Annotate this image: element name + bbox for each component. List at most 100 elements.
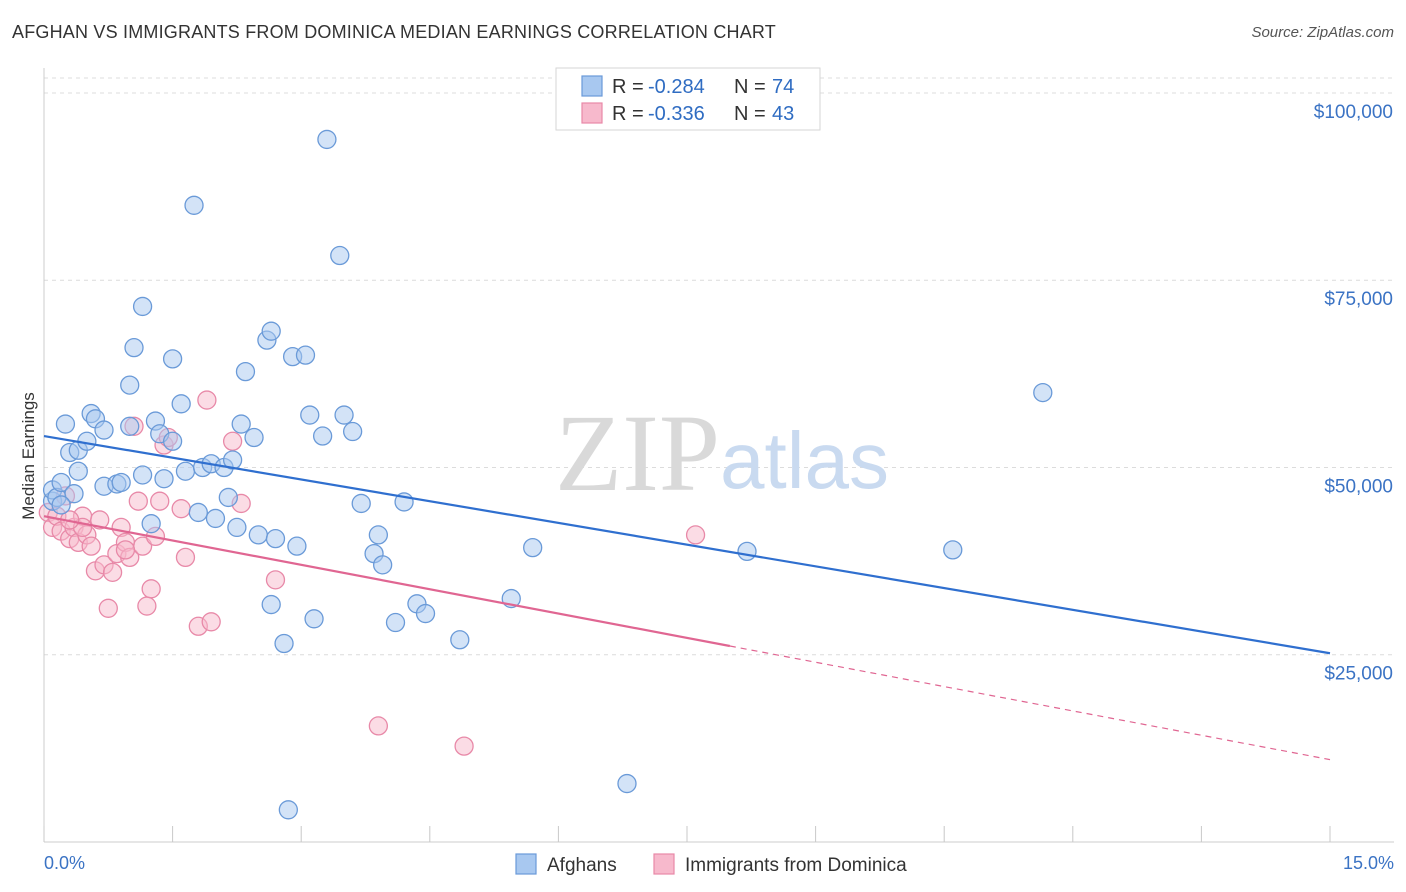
legend-dominica-r-value: -0.336 — [648, 103, 705, 125]
afghans-point-27 — [184, 195, 204, 215]
y-tick-label-1: $50,000 — [1324, 476, 1393, 497]
afghans-point-16 — [124, 337, 144, 358]
x-tick-min-label: 0.0% — [44, 853, 85, 873]
axes-layer — [43, 68, 1394, 843]
dominica-point-34 — [222, 431, 243, 451]
legend-dominica-swatch — [581, 102, 603, 124]
dominica-point-36 — [265, 570, 286, 590]
dominica-point-26 — [150, 491, 170, 511]
series-afghans-points — [42, 129, 1053, 820]
legend-dominica-r-label: R = — [612, 103, 644, 125]
legend-afghans-r-label: R = — [612, 76, 644, 98]
dominica-trend-extension — [729, 645, 1331, 761]
trend-lines — [43, 434, 1331, 761]
bottom-legend-afghans-swatch — [515, 853, 537, 875]
afghans-point-59 — [372, 555, 393, 575]
dominica-point-39 — [685, 525, 706, 545]
afghans-point-31 — [205, 508, 226, 529]
afghans-point-28 — [188, 502, 208, 523]
dominica-point-29 — [171, 499, 191, 519]
afghans-point-6 — [68, 461, 88, 481]
afghans-point-66 — [523, 537, 543, 558]
dominica-point-33 — [201, 612, 221, 632]
y-tick-label-3: $100,000 — [1314, 102, 1393, 123]
afghans-point-44 — [274, 633, 294, 654]
legend-afghans-swatch — [581, 75, 603, 97]
afghans-point-33 — [218, 487, 238, 508]
afghans-point-39 — [248, 525, 268, 545]
afghans-point-37 — [235, 361, 256, 382]
afghans-point-36 — [231, 414, 251, 434]
watermark: ZIP atlas — [555, 392, 889, 514]
chart-source: Source: ZipAtlas.com — [1251, 24, 1394, 41]
afghans-point-14 — [111, 472, 131, 493]
series-dominica-points — [38, 390, 706, 756]
afghans-point-15 — [120, 375, 140, 395]
afghans-point-54 — [334, 405, 354, 425]
afghans-point-73 — [51, 495, 71, 515]
dominica-point-37 — [368, 716, 389, 736]
dominica-point-23 — [137, 596, 157, 616]
afghans-point-67 — [617, 773, 637, 794]
afghans-trend-line — [43, 434, 1331, 655]
dominica-point-32 — [197, 390, 217, 410]
dominica-point-10 — [81, 536, 101, 556]
dominica-point-14 — [98, 598, 118, 618]
afghans-point-24 — [162, 349, 183, 369]
afghans-point-60 — [385, 612, 406, 633]
dominica-point-24 — [141, 579, 161, 599]
afghans-point-64 — [450, 630, 470, 650]
legend-afghans-n-value: 74 — [772, 76, 794, 98]
dominica-point-38 — [454, 736, 474, 756]
afghans-point-56 — [351, 493, 371, 514]
y-tick-label-2: $75,000 — [1324, 289, 1393, 310]
dominica-point-40 — [115, 540, 136, 560]
afghans-point-18 — [132, 465, 153, 485]
afghans-point-58 — [368, 525, 389, 545]
afghans-point-42 — [261, 594, 281, 615]
dominica-point-30 — [175, 547, 196, 568]
afghans-point-11 — [94, 420, 114, 440]
afghans-point-70 — [1033, 382, 1053, 403]
afghans-point-38 — [244, 427, 264, 448]
afghans-point-41 — [261, 321, 281, 341]
afghans-point-19 — [141, 514, 161, 534]
legend-box: R = -0.284 N = 74 R = -0.336 N = 43 — [555, 67, 821, 131]
dominica-point-15 — [102, 562, 123, 583]
afghans-point-50 — [304, 609, 324, 629]
afghans-point-23 — [162, 431, 183, 451]
bottom-legend-dominica-swatch — [653, 853, 675, 875]
watermark-zip: ZIP — [555, 392, 720, 514]
afghans-point-69 — [943, 540, 963, 560]
afghans-point-47 — [287, 536, 307, 556]
dominica-point-21 — [128, 491, 148, 511]
watermark-atlas: atlas — [720, 416, 889, 505]
afghans-point-17 — [132, 296, 153, 317]
afghans-point-43 — [265, 528, 286, 549]
afghans-point-26 — [175, 461, 196, 481]
bottom-legend-afghans-label: Afghans — [547, 855, 617, 876]
afghans-point-22 — [154, 469, 174, 489]
legend-dominica-n-value: 43 — [772, 103, 794, 125]
afghans-point-25 — [171, 394, 191, 414]
afghans-point-4 — [55, 414, 76, 434]
afghans-point-53 — [330, 245, 350, 266]
x-tick-max-label: 15.0% — [1343, 853, 1394, 873]
dominica-point-12 — [90, 510, 110, 530]
y-tick-labels: $25,000 $50,000 $75,000 $100,000 — [1314, 102, 1393, 685]
afghans-point-51 — [312, 426, 333, 446]
afghans-point-71 — [120, 416, 140, 436]
afghans-point-3 — [51, 472, 71, 493]
bottom-legend: Afghans Immigrants from Dominica — [515, 853, 907, 876]
afghans-point-55 — [342, 421, 363, 442]
chart-title: AFGHAN VS IMMIGRANTS FROM DOMINICA MEDIA… — [12, 22, 776, 42]
afghans-point-72 — [64, 484, 84, 504]
afghans-point-35 — [227, 517, 247, 538]
legend-dominica-n-label: N = — [734, 103, 766, 125]
dominica-trend-line — [43, 515, 731, 648]
afghans-point-49 — [300, 405, 320, 425]
bottom-legend-dominica-label: Immigrants from Dominica — [685, 855, 907, 876]
afghans-point-52 — [317, 129, 337, 150]
legend-afghans-n-label: N = — [734, 76, 766, 98]
